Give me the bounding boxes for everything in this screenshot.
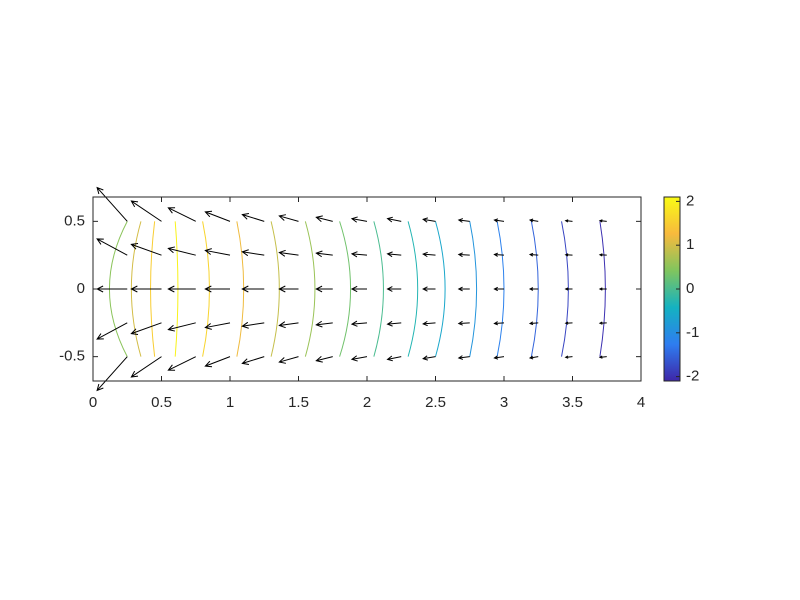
quiver-arrow bbox=[315, 356, 333, 363]
quiver-arrow bbox=[204, 285, 230, 293]
y-tick-label: -0.5 bbox=[59, 348, 85, 365]
quiver-arrow bbox=[130, 285, 162, 293]
y-tick-label: 0 bbox=[77, 280, 85, 297]
quiver-arrow bbox=[422, 355, 436, 361]
x-tick-label: 0 bbox=[89, 394, 97, 411]
quiver-arrow bbox=[241, 321, 265, 329]
x-tick-label: 1 bbox=[226, 394, 234, 411]
quiver-arrow bbox=[96, 238, 128, 256]
quiver-arrow bbox=[315, 320, 333, 328]
quiver-arrow bbox=[241, 356, 265, 366]
colorbar-tick-label: -2 bbox=[686, 368, 699, 385]
quiver-arrow bbox=[130, 200, 162, 222]
contour-line bbox=[407, 221, 419, 357]
quiver-arrow bbox=[598, 321, 607, 325]
contour-line bbox=[339, 221, 352, 357]
quiver-arrow bbox=[167, 322, 196, 332]
quiver-arrow bbox=[564, 355, 573, 359]
quiver-arrow bbox=[564, 321, 573, 325]
quiver-arrow bbox=[422, 286, 436, 292]
quiver-arrow bbox=[278, 356, 299, 364]
quiver-arrow bbox=[457, 218, 470, 223]
quiver-arrow bbox=[528, 355, 539, 360]
quiver-arrow bbox=[96, 322, 128, 340]
quiver-arrow bbox=[167, 356, 196, 371]
quiver-arrow bbox=[493, 218, 505, 223]
colorbar-tick-label: 1 bbox=[686, 236, 694, 253]
x-tick-label: 3.5 bbox=[562, 394, 583, 411]
x-tick-label: 1.5 bbox=[288, 394, 309, 411]
quiver-arrow bbox=[350, 285, 367, 293]
quiver-arrow bbox=[493, 252, 505, 257]
quiver-arrow bbox=[204, 356, 231, 368]
contour-line bbox=[373, 221, 384, 357]
quiver-arrow bbox=[528, 252, 539, 257]
quiver-arrow bbox=[422, 320, 436, 327]
x-tick-label: 4 bbox=[637, 394, 645, 411]
quiver-arrow bbox=[386, 251, 402, 258]
quiver-arrow bbox=[167, 246, 196, 256]
quiver-arrow bbox=[204, 210, 231, 222]
quiver-arrow bbox=[96, 356, 128, 392]
contour-line bbox=[304, 221, 316, 357]
quiver-arrow bbox=[457, 355, 470, 360]
x-tick-label: 3 bbox=[500, 394, 508, 411]
quiver-arrow bbox=[315, 215, 333, 222]
quiver-arrow bbox=[204, 248, 231, 256]
colorbar-tick-label: -1 bbox=[686, 324, 699, 341]
quiver-arrow bbox=[315, 285, 333, 293]
quiver-arrow bbox=[386, 216, 402, 223]
quiver-arrow bbox=[241, 285, 265, 293]
quiver-arrow bbox=[386, 320, 402, 327]
quiver-arrow bbox=[350, 320, 368, 327]
quiver-arrow bbox=[96, 186, 128, 222]
quiver-arrow bbox=[493, 355, 505, 360]
colorbar-tick-label: 2 bbox=[686, 192, 694, 209]
quiver-arrow bbox=[457, 252, 470, 258]
quiver-arrow bbox=[528, 287, 539, 291]
quiver-arrow bbox=[493, 286, 504, 292]
quiver-arrow bbox=[386, 355, 402, 362]
contour-line bbox=[469, 221, 478, 357]
quiver-arrow bbox=[204, 322, 231, 330]
quiver-arrow bbox=[278, 321, 299, 329]
quiver-arrow bbox=[315, 250, 333, 258]
quiver-arrow bbox=[598, 219, 607, 223]
quiver-arrow bbox=[457, 320, 470, 326]
quiver-arrow bbox=[598, 287, 607, 291]
quiver-arrow bbox=[241, 212, 265, 222]
quiver-arrow bbox=[241, 249, 265, 257]
quiver-arrow bbox=[278, 249, 299, 257]
quiver-arrow bbox=[130, 243, 162, 256]
x-tick-label: 0.5 bbox=[151, 394, 172, 411]
quiver-arrow bbox=[130, 356, 162, 378]
quiver-arrow bbox=[167, 207, 196, 222]
quiver-arrow bbox=[493, 321, 505, 326]
quiver-arrow bbox=[564, 219, 573, 223]
quiver-arrow bbox=[278, 214, 299, 222]
quiver-arrow bbox=[528, 321, 539, 326]
quiver-arrow bbox=[598, 253, 607, 257]
quiver-arrow bbox=[130, 322, 162, 335]
contour-line bbox=[435, 221, 446, 357]
quiver-arrow bbox=[457, 286, 470, 292]
quiver-arrow bbox=[528, 218, 539, 223]
colorbar-tick-label: 0 bbox=[686, 280, 694, 297]
quiver-arrow bbox=[386, 286, 402, 292]
quiver-arrow bbox=[167, 285, 196, 293]
quiver-arrow bbox=[350, 216, 368, 223]
y-tick-label: 0.5 bbox=[64, 212, 85, 229]
quiver-arrow bbox=[422, 251, 436, 258]
x-tick-label: 2 bbox=[363, 394, 371, 411]
quiver-arrow bbox=[278, 285, 299, 293]
quiver-arrow bbox=[564, 253, 573, 257]
quiver-arrow bbox=[564, 287, 573, 291]
x-tick-label: 2.5 bbox=[425, 394, 446, 411]
quiver-arrow bbox=[350, 251, 368, 258]
quiver-arrow bbox=[350, 355, 368, 362]
quiver-arrow bbox=[422, 217, 436, 223]
quiver-arrow bbox=[598, 355, 607, 359]
